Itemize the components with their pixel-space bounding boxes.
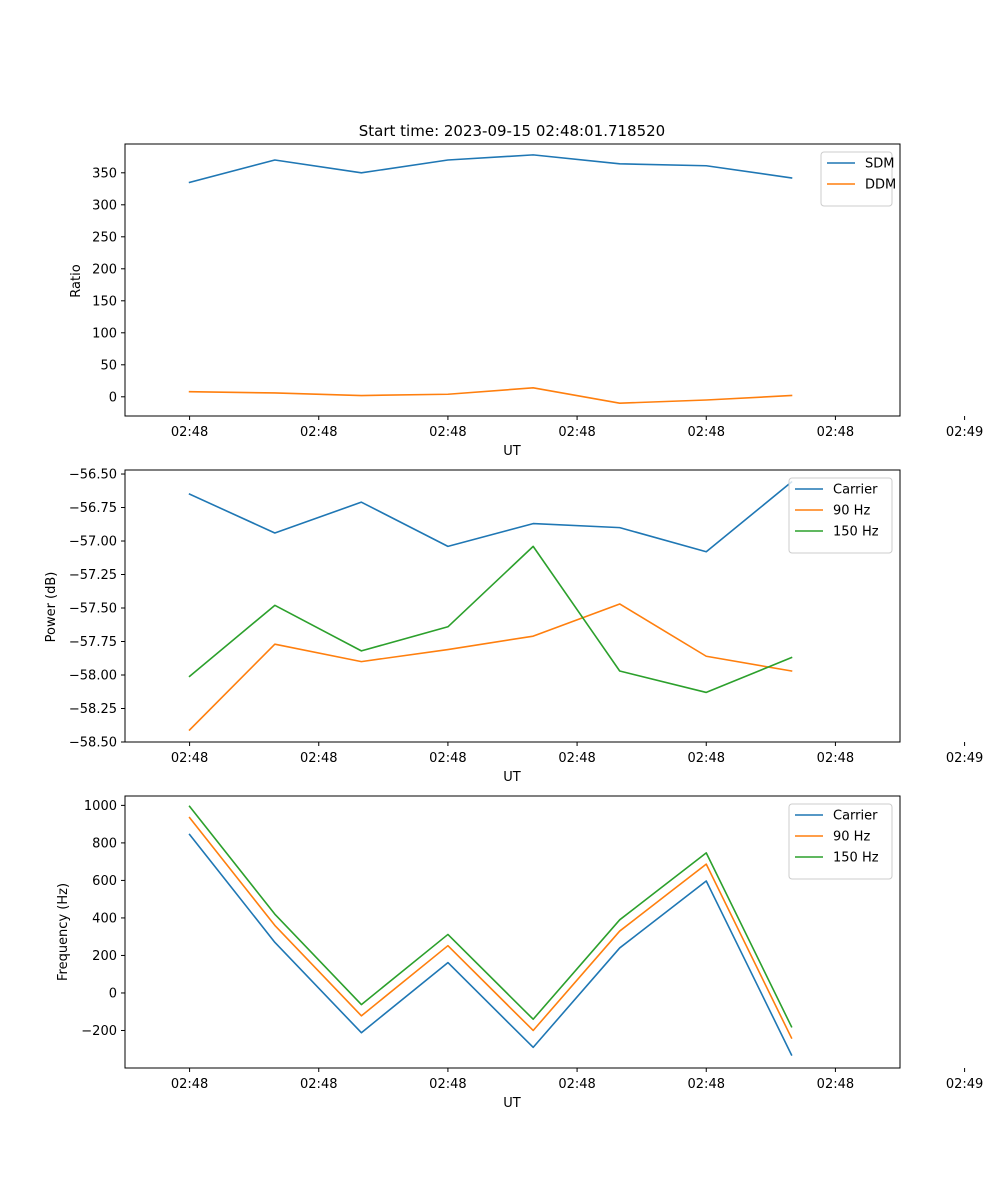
x-tick-label: 02:48 — [817, 425, 854, 440]
chart-title: Start time: 2023-09-15 02:48:01.718520 — [359, 122, 665, 140]
y-tick-label: −57.00 — [69, 535, 117, 550]
y-tick-label: 100 — [92, 326, 117, 341]
y-tick-label: 1000 — [84, 799, 117, 814]
y-tick-label: 200 — [92, 262, 117, 277]
x-axis-label: UT — [503, 1096, 521, 1111]
y-tick-label: 150 — [92, 294, 117, 309]
x-tick-label: 02:48 — [171, 751, 208, 766]
y-tick-label: 200 — [92, 949, 117, 964]
x-tick-label: 02:48 — [429, 751, 466, 766]
y-tick-label: −57.75 — [69, 635, 117, 650]
legend-label: 150 Hz — [833, 525, 879, 540]
legend-label: 90 Hz — [833, 830, 870, 845]
legend: SDM DDM — [820, 151, 896, 207]
y-tick-label: −57.50 — [69, 602, 117, 617]
x-tick-label: 02:48 — [817, 751, 854, 766]
series-line-150-hz — [188, 545, 793, 694]
y-tick-label: −56.75 — [69, 501, 117, 516]
frequency-subplot: Frequency (Hz) UT 02:48 02:48 02:48 02:48 02… — [56, 795, 983, 1111]
axes-frame — [124, 143, 901, 417]
x-tick-label: 02:48 — [171, 1077, 208, 1092]
y-tick-label: −57.25 — [69, 568, 117, 583]
x-tick-label: 02:48 — [300, 425, 337, 440]
legend-label: 90 Hz — [833, 504, 870, 519]
x-tick-label: 02:48 — [688, 751, 725, 766]
axes-frame — [124, 469, 901, 743]
x-tick-label: 02:48 — [558, 425, 595, 440]
series-line-sdm — [188, 154, 793, 184]
series-line-carrier — [188, 480, 793, 553]
x-tick-label: 02:48 — [300, 1077, 337, 1092]
x-tick-label: 02:48 — [558, 751, 595, 766]
y-tick-label: 50 — [100, 358, 117, 373]
legend-label: 150 Hz — [833, 851, 879, 866]
x-tick-label: 02:48 — [171, 425, 208, 440]
y-tick-label: 250 — [92, 230, 117, 245]
x-tick-label: 02:48 — [429, 425, 466, 440]
y-tick-label: 800 — [92, 836, 117, 851]
y-tick-label: 400 — [92, 911, 117, 926]
legend-label: DDM — [865, 178, 896, 193]
legend-label: Carrier — [833, 483, 878, 498]
x-tick-label: 02:48 — [300, 751, 337, 766]
x-tick-label: 02:48 — [817, 1077, 854, 1092]
legend: Carrier 90 Hz 150 Hz — [788, 803, 893, 880]
y-axis-label: Ratio — [69, 264, 84, 297]
x-tick-label: 02:49 — [946, 425, 983, 440]
y-axis-label: Frequency (Hz) — [56, 883, 71, 981]
x-tick-label: 02:49 — [946, 1077, 983, 1092]
y-tick-label: 350 — [92, 166, 117, 181]
ratio-subplot: Start time: 2023-09-15 02:48:01.718520 R… — [69, 122, 983, 459]
x-tick-label: 02:48 — [688, 1077, 725, 1092]
legend-box — [788, 477, 893, 554]
legend-label: SDM — [865, 157, 894, 172]
y-tick-label: 0 — [109, 390, 117, 405]
y-axis-label: Power (dB) — [44, 572, 59, 643]
x-axis-label: UT — [503, 770, 521, 785]
x-axis-label: UT — [503, 444, 521, 459]
y-tick-label: −200 — [81, 1024, 117, 1039]
legend-box — [788, 803, 893, 880]
series-line-carrier — [188, 833, 793, 1056]
y-tick-label: −56.50 — [69, 468, 117, 483]
y-tick-label: 600 — [92, 874, 117, 889]
y-tick-label: 0 — [109, 986, 117, 1001]
legend-label: Carrier — [833, 809, 878, 824]
y-tick-label: −58.25 — [69, 702, 117, 717]
y-tick-label: −58.50 — [69, 736, 117, 751]
series-line-ddm — [188, 387, 793, 405]
x-tick-label: 02:48 — [688, 425, 725, 440]
legend-box — [820, 151, 893, 207]
y-tick-label: −58.00 — [69, 669, 117, 684]
series-line-90-hz — [188, 816, 793, 1040]
power-subplot: Power (dB) UT 02:48 02:48 02:48 02:48 02:48 0… — [44, 468, 983, 785]
x-tick-label: 02:49 — [946, 751, 983, 766]
legend: Carrier 90 Hz 150 Hz — [788, 477, 893, 554]
series-line-90-hz — [188, 603, 793, 732]
series-line-150-hz — [188, 805, 793, 1028]
x-tick-label: 02:48 — [429, 1077, 466, 1092]
axes-frame — [124, 795, 901, 1069]
x-tick-label: 02:48 — [558, 1077, 595, 1092]
y-tick-label: 300 — [92, 198, 117, 213]
